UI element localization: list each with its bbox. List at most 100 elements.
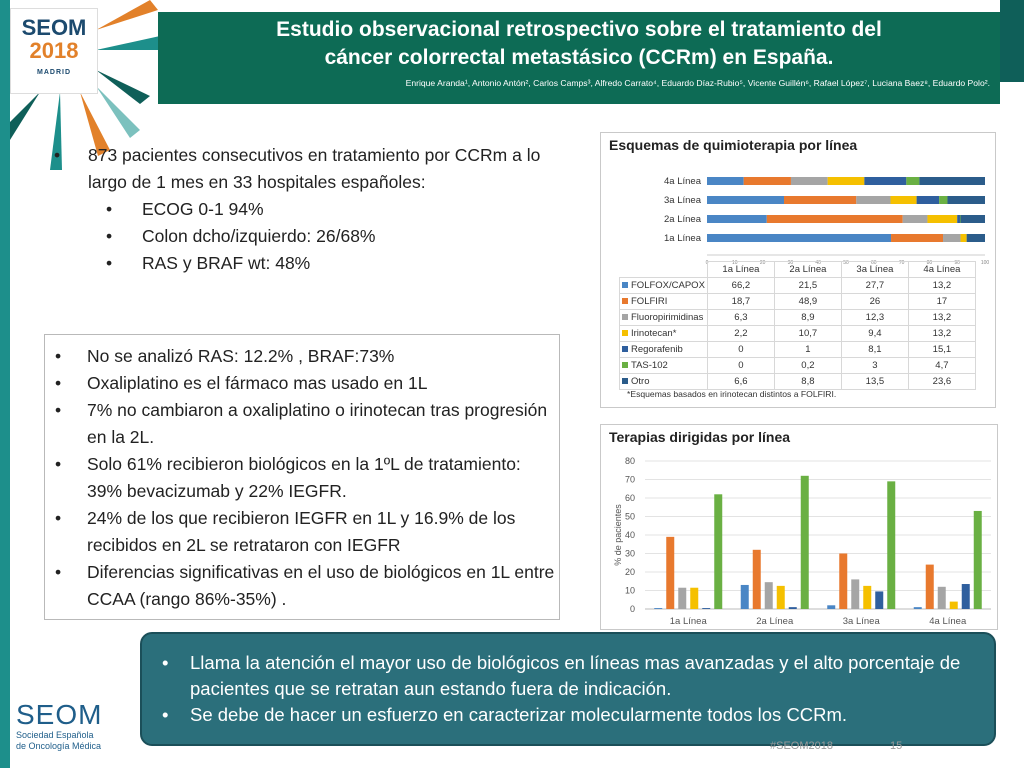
chart1-title: Esquemas de quimioterapia por línea [609,137,858,153]
chart1-bar-segment [766,215,903,223]
finding-bullet: No se analizó RAS: 12.2% , BRAF:73% [45,343,559,370]
footer-seom-text: SEOM [16,699,103,730]
chart1-bar-segment [707,215,767,223]
table-value-cell: 3 [840,357,909,374]
legend-swatch [622,298,628,305]
top-bullet-list: 873 pacientes consecutivos en tratamient… [44,142,564,277]
chart2-category-label: 3a Línea [843,616,881,627]
table-header-cell: 1a Línea [706,261,775,278]
chart1-bar-segment [707,196,785,204]
chart2-bar [973,510,982,609]
bullet-patients: 873 pacientes consecutivos en tratamient… [44,142,564,196]
table-row: Regorafenib 0 1 8,1 15,1 [619,341,976,358]
table-value-cell: 6,3 [706,309,775,326]
title-line-1: Estudio observacional retrospectivo sobr… [276,18,882,41]
table-header-row: 1a Línea 2a Línea 3a Línea 4a Línea [620,261,976,278]
chart1-bar-segment [856,196,891,204]
table-value-cell: 27,7 [840,277,909,294]
chart1-bar-segment [966,234,985,242]
authors-line: Enrique Aranda¹, Antonio Antón², Carlos … [405,78,990,88]
chart1-bar-segment [707,177,744,185]
chart1-bar-segment [919,177,985,185]
chart2-y-tick-label: 20 [625,567,635,577]
footer-org-line2: de Oncología Médica [16,741,102,751]
chart2-bar [875,591,884,609]
chart2-bar [752,549,761,609]
chart2-y-tick-label: 80 [625,456,635,466]
table-header-cell: 4a Línea [907,261,976,278]
table-header-cell: 2a Línea [773,261,842,278]
chart1-bar-segment [902,215,928,223]
chemo-schemes-panel: Esquemas de quimioterapia por línea 4a L… [600,132,996,408]
finding-bullet: Diferencias significativas en el uso de … [45,559,559,613]
chart2-category-label: 1a Línea [670,616,708,627]
table-value-cell: 4,7 [907,357,976,374]
chart2-bar [678,587,687,609]
table-value-cell: 0 [706,357,775,374]
chart1-category-label: 3a Línea [664,195,702,206]
chart1-footnote: *Esquemas basados en irinotecan distinto… [627,389,837,399]
chart1-bar-segment [957,215,960,223]
targeted-bar-chart: 0 10 20 30 40 50 60 70 80 % de pacientes 1a Línea 2… [613,456,991,627]
footer-hashtag: #SEOM2018 [770,740,833,752]
logo-city-text: MADRID [37,69,71,76]
legend-swatch [622,362,628,369]
chart2-bar [654,608,663,609]
sub-bullet-colon: Colon dcho/izquierdo: 26/68% [44,223,564,250]
findings-box: No se analizó RAS: 12.2% , BRAF:73% Oxal… [44,334,560,620]
table-value-cell: 23,6 [907,373,976,390]
conclusion-callout: Llama la atención el mayor uso de biológ… [140,632,996,746]
seom-footer-logo: SEOM Sociedad Española de Oncología Médi… [16,700,102,752]
table-value-cell: 12,3 [840,309,909,326]
legend-swatch [622,314,628,321]
chart2-y-tick-label: 50 [625,512,635,522]
table-value-cell: 1 [773,341,842,358]
table-row: Fluoropirimidinas 6,3 8,9 12,3 13,2 [619,309,976,326]
right-accent-stripe [1000,0,1024,82]
chart2-category-label: 4a Línea [929,616,967,627]
table-value-cell: 8,9 [773,309,842,326]
table-value-cell: 13,2 [907,309,976,326]
chart2-bar [839,553,848,609]
legend-swatch [622,330,628,337]
table-series-label: TAS-102 [619,357,708,374]
table-value-cell: 0 [706,341,775,358]
chart2-y-tick-label: 40 [625,530,635,540]
chart1-bar-segment [959,215,961,223]
chart1-bar-segment [916,196,940,204]
page-number: 15 [890,740,903,752]
chart2-bar [776,585,785,609]
chart1-bar-segment [960,234,967,242]
table-row: FOLFIRI 18,7 48,9 26 17 [619,293,976,310]
chart2-y-tick-label: 30 [625,549,635,559]
chart2-y-tick-label: 0 [630,604,635,614]
chart2-bar [740,584,749,609]
left-accent-bar [0,0,10,768]
table-series-label: FOLFOX/CAPOX [619,277,708,294]
table-header-cell: 3a Línea [840,261,909,278]
chart1-bar-segment [906,177,920,185]
finding-bullet: Oxaliplatino es el fármaco mas usado en … [45,370,559,397]
chart2-y-tick-label: 10 [625,586,635,596]
chart2-bar [913,607,922,609]
table-series-label: FOLFIRI [619,293,708,310]
conclusion-bullet: Llama la atención el mayor uso de biológ… [148,650,984,702]
chart1-bar-segment [927,215,958,223]
legend-swatch [622,346,628,353]
chart2-bar [827,605,836,609]
finding-bullet: 7% no cambiaron a oxaliplatino o irinote… [45,397,559,451]
chart1-bar-segment [784,196,857,204]
chart2-bar [863,585,872,609]
table-value-cell: 17 [907,293,976,310]
chart1-bar-segment [891,234,944,242]
table-value-cell: 2,2 [706,325,775,342]
chart1-bar-segment [790,177,828,185]
title-line-2: cáncer colorrectal metastásico (CCRm) en… [324,46,834,69]
chart2-bar [666,536,675,609]
table-series-label: Fluoropirimidinas [619,309,708,326]
chart1-category-label: 4a Línea [664,176,702,187]
table-value-cell: 26 [840,293,909,310]
table-corner-cell [620,262,708,278]
table-value-cell: 13,2 [907,325,976,342]
table-series-label: Regorafenib [619,341,708,358]
